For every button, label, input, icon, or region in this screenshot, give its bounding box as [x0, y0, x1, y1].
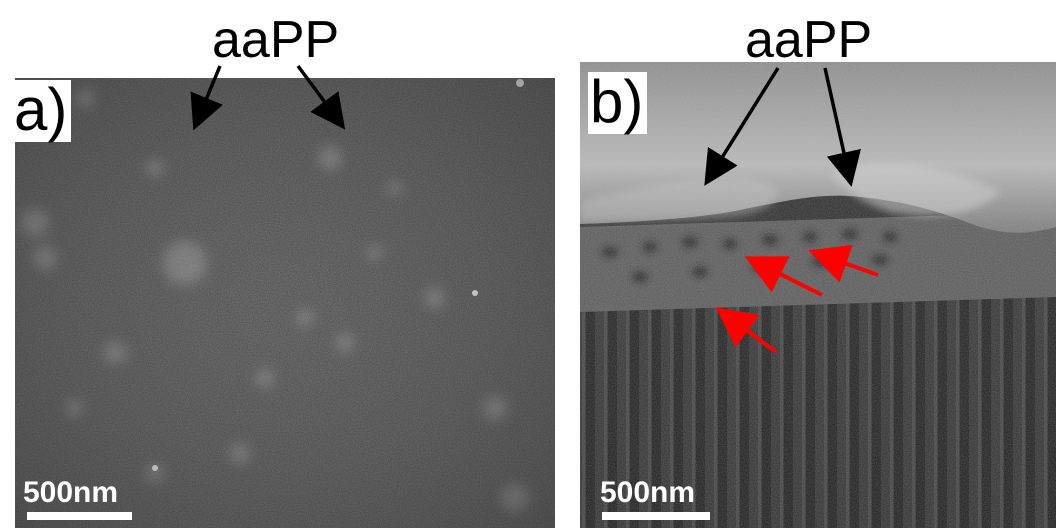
scale-bar-b: [602, 512, 710, 520]
sem-image-panel-b: 500nm: [580, 62, 1056, 528]
sem-texture-b: [580, 62, 1056, 528]
pointer-arrow-b-left: [704, 67, 780, 186]
panel-a-letter: a): [12, 80, 72, 142]
pointer-arrow-b-right: [823, 67, 861, 187]
sem-image-panel-a: 500nm: [15, 78, 555, 528]
panel-b-heading: aaPP: [745, 11, 873, 69]
sem-texture-a: [15, 78, 555, 528]
scale-bar-a: [27, 512, 132, 520]
pointer-arrow-a-right: [296, 64, 346, 130]
highlight-arrow-3: [715, 307, 778, 354]
scale-label-a: 500nm: [23, 476, 119, 509]
highlight-arrow-2: [808, 244, 879, 283]
panel-a-heading: aaPP: [212, 11, 340, 69]
pointer-arrow-a-left: [190, 65, 223, 131]
scale-label-b: 500nm: [600, 476, 696, 509]
highlight-arrow-1: [744, 256, 823, 297]
panel-b-letter: b): [588, 72, 648, 134]
